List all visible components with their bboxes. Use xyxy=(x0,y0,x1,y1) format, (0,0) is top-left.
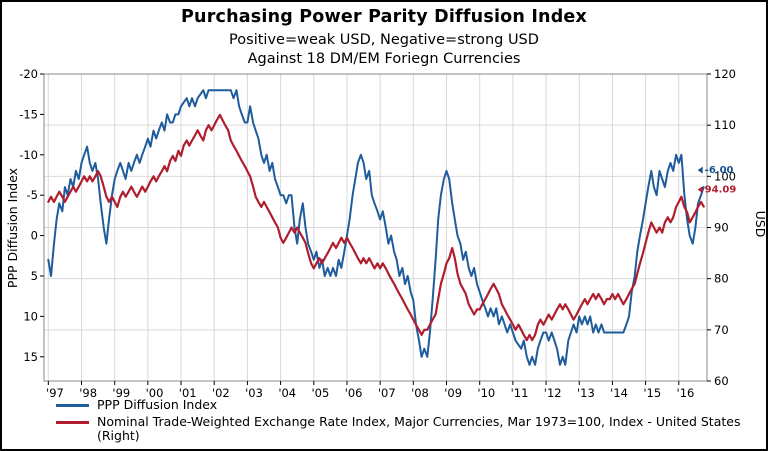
svg-text:'16: '16 xyxy=(677,386,695,400)
svg-text:-10: -10 xyxy=(19,148,38,162)
svg-text:'15: '15 xyxy=(643,386,661,400)
svg-text:'99: '99 xyxy=(112,386,130,400)
svg-text:5: 5 xyxy=(31,269,38,283)
svg-text:15: 15 xyxy=(23,350,38,364)
svg-text:'13: '13 xyxy=(577,386,595,400)
svg-text:70: 70 xyxy=(714,323,729,337)
chart-title: Purchasing Power Parity Diffusion Index xyxy=(181,7,587,27)
legend-swatch-ppp-line xyxy=(56,404,89,407)
svg-text:80: 80 xyxy=(714,272,729,286)
svg-text:110: 110 xyxy=(714,118,736,132)
legend-label-twexm: Nominal Trade-Weighted Exchange Rate Ind… xyxy=(97,413,741,443)
svg-text:100: 100 xyxy=(714,169,736,183)
svg-text:90: 90 xyxy=(714,221,729,235)
svg-text:120: 120 xyxy=(714,67,736,81)
svg-text:'06: '06 xyxy=(345,386,363,400)
gridlines xyxy=(44,73,707,382)
chart-subtitle-line1: Positive=weak USD, Negative=strong USD xyxy=(229,32,539,48)
right-axis-title: USD xyxy=(753,211,768,238)
legend-label-ppp: PPP Diffusion Index xyxy=(97,397,218,412)
svg-text:'11: '11 xyxy=(511,386,529,400)
left-axis-ticks: -20 -15 -10 -5 0 5 10 15 xyxy=(19,67,44,364)
annotation-value: 94.09 xyxy=(705,185,737,196)
x-axis-ticks: '97 '98 '99 '00 '01 '02 '03 '04 '05 '06 '07 '08 '09 '… xyxy=(46,381,694,400)
svg-text:-20: -20 xyxy=(19,67,38,81)
svg-text:'02: '02 xyxy=(212,386,230,400)
svg-text:'08: '08 xyxy=(411,386,429,400)
svg-text:'01: '01 xyxy=(179,386,197,400)
svg-text:'12: '12 xyxy=(544,386,562,400)
svg-text:'00: '00 xyxy=(146,386,164,400)
chart-subtitle-line2: Against 18 DM/EM Foriegn Currencies xyxy=(247,51,521,67)
svg-text:'07: '07 xyxy=(378,386,396,400)
svg-text:0: 0 xyxy=(31,229,38,243)
legend-item-nominal-trade-weighted-index: Nominal Trade-Weighted Exchange Rate Ind… xyxy=(56,413,742,444)
right-axis-ticks: 120 110 100 90 80 70 60 xyxy=(707,67,736,388)
annotation-arrow-icon xyxy=(697,166,703,174)
series-line-0 xyxy=(47,89,705,366)
svg-text:10: 10 xyxy=(23,309,38,323)
svg-text:'03: '03 xyxy=(245,386,263,400)
svg-text:'98: '98 xyxy=(79,386,97,400)
svg-text:'09: '09 xyxy=(444,386,462,400)
svg-text:'14: '14 xyxy=(610,386,628,400)
annotation-arrow-icon xyxy=(697,186,703,194)
svg-text:-5: -5 xyxy=(27,188,38,202)
left-axis-title: PPP Diffusion Index xyxy=(5,168,20,288)
svg-text:-15: -15 xyxy=(19,107,38,121)
legend-swatch-twexm-line xyxy=(56,420,89,424)
annotation-value: -6.00 xyxy=(705,165,734,176)
svg-text:'10: '10 xyxy=(477,386,495,400)
svg-text:60: 60 xyxy=(714,374,729,388)
legend-item-ppp-diffusion-index: PPP Diffusion Index xyxy=(56,397,742,413)
svg-text:'05: '05 xyxy=(312,386,330,400)
annotations: -6.00 94.09 xyxy=(697,165,737,196)
svg-text:'97: '97 xyxy=(46,386,64,400)
legend: PPP Diffusion Index Nominal Trade-Weight… xyxy=(56,397,742,446)
svg-text:'04: '04 xyxy=(278,386,296,400)
series-line-1 xyxy=(47,113,705,342)
